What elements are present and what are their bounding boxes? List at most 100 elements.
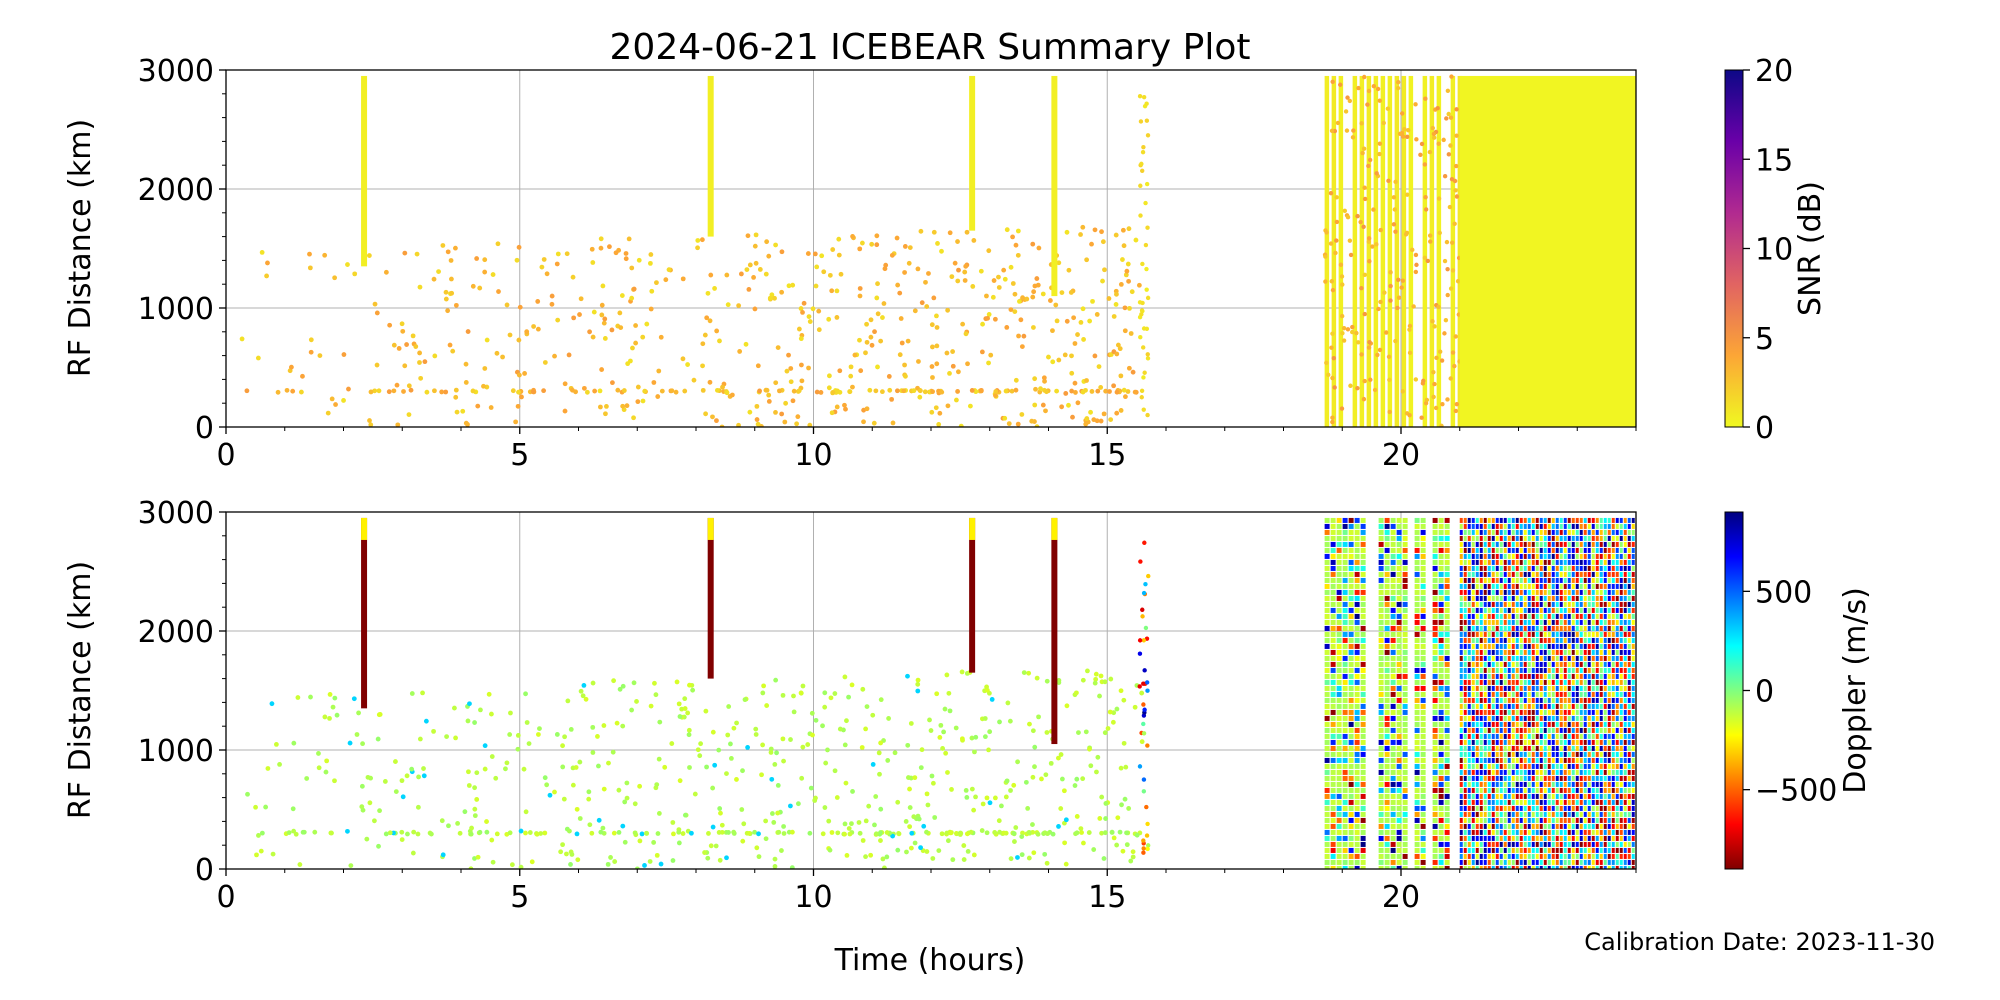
dense-echo-cell: [1444, 745, 1450, 751]
dense-echo-cell: [1575, 643, 1579, 649]
dense-echo-cell: [1495, 655, 1499, 661]
dense-echo-cell: [1515, 685, 1519, 691]
dense-echo-cell: [1360, 619, 1366, 625]
dense-echo-cell: [1438, 739, 1444, 745]
dense-echo-cell: [1342, 751, 1348, 757]
dense-echo-cell: [1491, 769, 1495, 775]
echo-point: [1419, 415, 1424, 420]
echo-point: [1019, 852, 1025, 858]
dense-echo-cell: [1587, 847, 1591, 853]
dense-echo-cell: [1467, 643, 1471, 649]
dense-echo-cell: [1348, 535, 1354, 541]
dense-echo-cell: [1579, 715, 1583, 721]
dense-echo-cell: [1495, 721, 1499, 727]
echo-point: [517, 304, 523, 310]
echo-point: [1407, 323, 1413, 329]
echo-point: [395, 422, 401, 427]
echo-point: [1392, 207, 1397, 212]
dense-echo-cell: [1503, 547, 1507, 553]
dense-echo-cell: [1591, 595, 1595, 601]
dense-echo-cell: [1511, 865, 1515, 869]
dense-echo-cell: [1324, 661, 1330, 667]
echo-point: [731, 725, 737, 731]
dense-echo-cell: [1396, 781, 1402, 787]
dense-echo-cell: [1507, 793, 1511, 799]
dense-echo-cell: [1324, 547, 1330, 553]
echo-point: [570, 782, 576, 788]
dense-echo-cell: [1354, 523, 1360, 529]
dense-echo-cell: [1396, 625, 1402, 631]
echo-point: [677, 714, 683, 719]
echo-point: [518, 828, 524, 834]
dense-echo-cell: [1575, 577, 1579, 583]
echo-point: [472, 720, 477, 725]
dense-echo-cell: [1519, 517, 1523, 523]
echo-point: [1377, 98, 1382, 103]
echo-point: [1120, 257, 1125, 262]
dense-echo-cell: [1491, 757, 1495, 763]
dense-echo-cell: [1555, 739, 1559, 745]
echo-point: [356, 710, 361, 716]
dense-echo-cell: [1523, 529, 1527, 535]
dense-echo-cell: [1587, 625, 1591, 631]
dense-echo-cell: [1559, 817, 1563, 823]
dense-echo-cell: [1603, 589, 1607, 595]
dense-echo-cell: [1603, 541, 1607, 547]
echo-point: [1359, 286, 1364, 291]
dense-echo-cell: [1511, 577, 1515, 583]
dense-echo-cell: [1563, 715, 1567, 721]
dense-echo-cell: [1511, 697, 1515, 703]
dense-echo-cell: [1603, 775, 1607, 781]
dense-echo-cell: [1348, 577, 1354, 583]
dense-echo-cell: [1414, 823, 1420, 829]
dense-echo-cell: [1523, 637, 1527, 643]
dense-echo-cell: [1567, 751, 1571, 757]
dense-echo-cell: [1515, 613, 1519, 619]
dense-echo-cell: [1390, 613, 1396, 619]
echo-point: [308, 337, 314, 343]
echo-point: [1100, 278, 1105, 284]
dense-echo-cell: [1579, 649, 1583, 655]
dense-echo-cell: [1324, 715, 1330, 721]
dense-echo-cell: [1583, 535, 1587, 541]
echo-point: [1124, 268, 1130, 274]
echo-point: [846, 694, 851, 700]
dense-echo-cell: [1527, 655, 1531, 661]
dense-echo-cell: [1390, 667, 1396, 673]
dense-echo-cell: [1499, 715, 1503, 721]
dense-echo-cell: [1523, 631, 1527, 637]
dense-echo-cell: [1583, 709, 1587, 715]
echo-point: [963, 331, 969, 337]
echo-point: [943, 750, 949, 756]
echo-point: [1145, 295, 1151, 301]
echo-point: [1400, 134, 1406, 139]
dense-echo-cell: [1487, 769, 1491, 775]
dense-echo-cell: [1354, 775, 1360, 781]
echo-point: [400, 328, 406, 334]
echo-point: [1444, 239, 1450, 245]
echo-streak: [361, 75, 368, 267]
dense-echo-cell: [1336, 697, 1342, 703]
echo-point: [907, 245, 913, 251]
dense-echo-cell: [1539, 601, 1543, 607]
dense-echo-cell: [1491, 571, 1495, 577]
dense-echo-cell: [1330, 649, 1336, 655]
dense-echo-cell: [1495, 607, 1499, 613]
dense-echo-cell: [1463, 811, 1467, 817]
dense-echo-cell: [1384, 583, 1390, 589]
dense-echo-cell: [1579, 607, 1583, 613]
echo-point: [1114, 410, 1120, 416]
dense-echo-cell: [1336, 535, 1342, 541]
dense-echo-cell: [1511, 859, 1515, 865]
echo-point: [991, 278, 997, 283]
dense-echo-cell: [1583, 577, 1587, 583]
dense-echo-cell: [1432, 853, 1438, 859]
dense-echo-cell: [1543, 709, 1547, 715]
dense-echo-cell: [1575, 613, 1579, 619]
dense-echo-cell: [1503, 763, 1507, 769]
dense-echo-cell: [1571, 637, 1575, 643]
x-tick-label: 15: [1088, 438, 1126, 473]
dense-echo-cell: [1459, 691, 1463, 697]
echo-point: [420, 690, 425, 696]
echo-point: [1443, 318, 1449, 323]
